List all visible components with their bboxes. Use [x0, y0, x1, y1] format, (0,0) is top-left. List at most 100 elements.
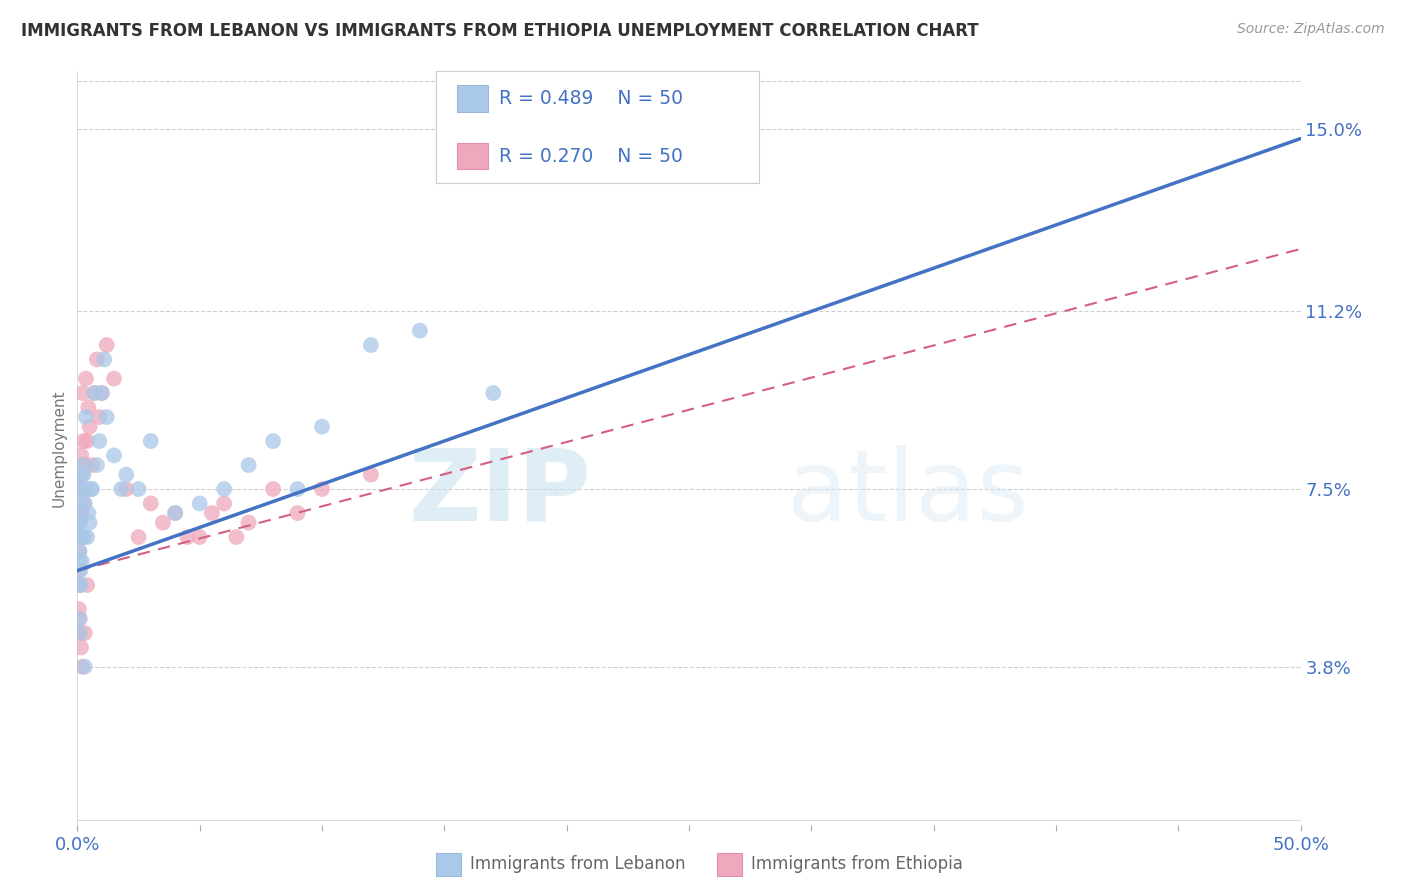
Text: Immigrants from Lebanon: Immigrants from Lebanon [470, 855, 685, 873]
Point [73, 659, 96, 673]
Point [96, 410, 118, 425]
Point [212, 496, 235, 510]
Point [72, 530, 94, 544]
Point [70, 554, 93, 568]
Point [79, 419, 101, 434]
Point [79, 516, 101, 530]
Point [80, 482, 103, 496]
Point [139, 496, 162, 510]
Point [76, 578, 98, 592]
Point [69, 516, 91, 530]
Point [139, 434, 162, 448]
Y-axis label: Unemployment: Unemployment [51, 390, 66, 507]
Point [67, 516, 90, 530]
Point [69, 496, 91, 510]
Point [73, 626, 96, 640]
Text: atlas: atlas [787, 445, 1028, 542]
Text: IMMIGRANTS FROM LEBANON VS IMMIGRANTS FROM ETHIOPIA UNEMPLOYMENT CORRELATION CHA: IMMIGRANTS FROM LEBANON VS IMMIGRANTS FR… [21, 22, 979, 40]
Point [69, 564, 91, 578]
Point [77, 401, 100, 415]
Point [311, 482, 333, 496]
Point [69, 544, 91, 558]
Point [238, 458, 260, 472]
Point [75, 371, 97, 385]
Point [67, 530, 90, 544]
Point [103, 449, 125, 463]
Point [83, 386, 105, 401]
Point [555, 161, 578, 175]
Point [70, 482, 93, 496]
Point [238, 516, 260, 530]
Point [89, 434, 111, 448]
Point [262, 434, 284, 448]
Point [225, 530, 247, 544]
Point [72, 434, 94, 448]
Point [152, 516, 174, 530]
Point [67, 544, 90, 558]
Point [188, 530, 211, 544]
Point [77, 506, 100, 520]
Point [69, 530, 91, 544]
Point [70, 449, 93, 463]
Point [75, 410, 97, 425]
Text: Immigrants from Ethiopia: Immigrants from Ethiopia [751, 855, 963, 873]
Text: ZIP: ZIP [408, 445, 591, 542]
Point [86, 458, 108, 472]
Point [72, 386, 94, 401]
Point [67, 564, 90, 578]
Point [67, 602, 90, 616]
Point [86, 352, 108, 367]
Point [165, 506, 187, 520]
Point [287, 482, 309, 496]
Point [360, 338, 382, 352]
Point [482, 386, 505, 401]
Point [69, 506, 91, 520]
Point [70, 506, 93, 520]
Point [73, 496, 96, 510]
Point [69, 578, 91, 592]
Point [287, 506, 309, 520]
Text: R = 0.489    N = 50: R = 0.489 N = 50 [499, 88, 683, 108]
Point [80, 458, 103, 472]
Point [69, 482, 91, 496]
Point [69, 578, 91, 592]
Point [90, 386, 112, 401]
Point [83, 386, 105, 401]
Point [212, 482, 235, 496]
Point [73, 458, 96, 472]
Point [72, 458, 94, 472]
Point [115, 467, 138, 482]
Text: R = 0.270    N = 50: R = 0.270 N = 50 [499, 146, 683, 166]
Point [67, 626, 90, 640]
Point [70, 467, 93, 482]
Point [76, 434, 98, 448]
Point [201, 506, 224, 520]
Point [311, 419, 333, 434]
Point [67, 612, 90, 626]
Point [69, 612, 91, 626]
Point [69, 482, 91, 496]
Point [72, 467, 94, 482]
Point [188, 496, 211, 510]
Point [69, 516, 91, 530]
Point [103, 371, 125, 385]
Point [127, 530, 149, 544]
Point [70, 659, 93, 673]
Point [115, 482, 138, 496]
Point [70, 467, 93, 482]
Point [127, 482, 149, 496]
Point [93, 352, 115, 367]
Point [96, 338, 118, 352]
Point [360, 467, 382, 482]
Point [73, 530, 96, 544]
Point [75, 482, 97, 496]
Point [409, 324, 432, 338]
Point [73, 496, 96, 510]
Point [89, 410, 111, 425]
Point [67, 578, 90, 592]
Point [176, 530, 198, 544]
Text: Source: ZipAtlas.com: Source: ZipAtlas.com [1237, 22, 1385, 37]
Point [70, 530, 93, 544]
Point [165, 506, 187, 520]
Point [262, 482, 284, 496]
